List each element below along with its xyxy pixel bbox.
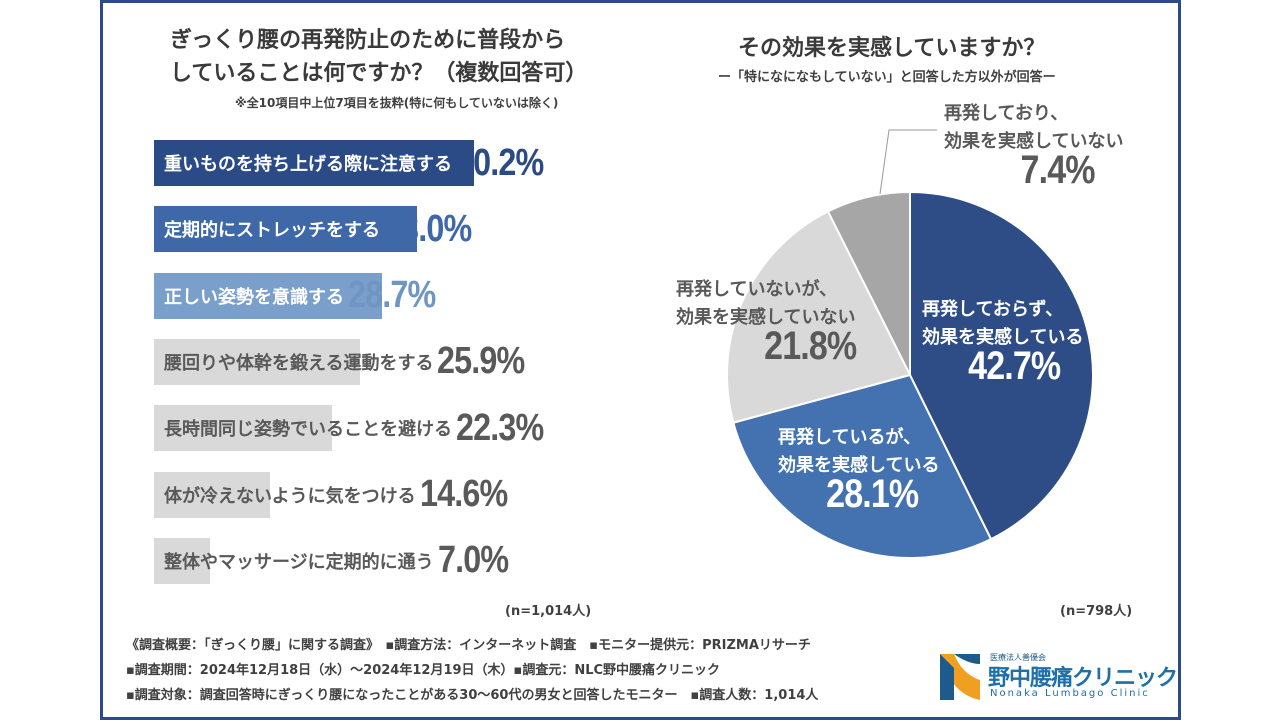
bar xyxy=(154,471,271,518)
bar-value-label: 28.7% xyxy=(348,274,436,317)
bar-value-label: 40.2% xyxy=(456,141,544,184)
bar-label: 長時間同じ姿勢でいることを避ける xyxy=(164,419,452,441)
bar-row: 整体やマッサージに定期的に通う 7.0% xyxy=(164,538,520,584)
bar-label: 正しい姿勢を意識する xyxy=(164,286,344,308)
bar xyxy=(154,537,210,584)
bar-value-label: 22.3% xyxy=(456,406,544,449)
bar-row: 長時間同じ姿勢でいることを避ける 22.3% xyxy=(164,405,559,451)
bar xyxy=(154,140,474,186)
bar-row: 正しい姿勢を意識する 28.7% xyxy=(164,273,451,319)
left-title-line2: していることは何ですか？（複数回答可） xyxy=(170,61,588,86)
left-chart-note: ※全10項目中上位7項目を抜粋(特に何もしていないは除く) xyxy=(235,96,559,110)
pie-slice-0 xyxy=(909,190,1094,541)
bar-value-label: 25.9% xyxy=(437,340,525,383)
bar-label: 整体やマッサージに定期的に通う xyxy=(164,551,434,573)
bar xyxy=(154,206,417,253)
left-chart-title: ぎっくり腰の再発防止のために普段から していることは何ですか？（複数回答可） xyxy=(170,24,587,90)
pie-pct-1: 28.1% xyxy=(826,472,919,516)
bar-row: 体が冷えないように気をつける 14.6% xyxy=(164,472,522,518)
bar-value-label: 7.0% xyxy=(437,539,509,582)
right-chart-title: その効果を実感していますか？ xyxy=(738,36,1046,61)
bar-value-label: 33.0% xyxy=(384,207,472,250)
bar-row: 定期的にストレッチをする 33.0% xyxy=(164,206,487,252)
pie-label-0: 再発しておらず、 効果を実感している 42.7% xyxy=(922,299,1084,388)
right-chart-subtitle: ー「特になになもしていない」と回答した方以外が回答ー xyxy=(718,70,1056,85)
clinic-logo: 医療法人善優会 野中腰痛クリニック Nonaka Lumbago Clinic xyxy=(940,652,1178,700)
pie-pct-0: 42.7% xyxy=(968,344,1061,388)
bar-label: 重いものを持ち上げる際に注意する xyxy=(164,154,452,175)
footer-line2: ▪調査期間：2024年12月18日（水）～2024年12月19日（木）▪調査元：… xyxy=(126,663,721,678)
left-sample-size: (n=1,014人) xyxy=(505,604,592,619)
pie-pct-3: 7.4% xyxy=(1020,148,1096,192)
bar-label: 体が冷えないように気をつける xyxy=(164,485,416,507)
leader-line xyxy=(879,129,937,195)
pie-slice-1 xyxy=(732,373,993,559)
right-sample-size: (n=798人) xyxy=(1060,604,1133,619)
footer-line3: ▪調査対象：調査回答時にぎっくり腰になったことがある30～60代の男女と回答した… xyxy=(126,688,819,703)
bar-label: 定期的にストレッチをする xyxy=(164,220,380,242)
pie-pct-2: 21.8% xyxy=(764,324,857,368)
bar-row: 重いものを持ち上げる際に注意する 40.2% xyxy=(164,140,559,186)
bar-label: 腰回りや体幹を鍛える運動をする xyxy=(164,352,434,374)
bar xyxy=(154,338,361,385)
left-title-line1: ぎっくり腰の再発防止のために普段から xyxy=(170,28,566,53)
bar xyxy=(154,272,383,319)
pie-label-2: 再発していないが、 効果を実感していない 21.8% xyxy=(676,279,857,368)
pie-slice-2 xyxy=(726,210,912,424)
logo-mark-icon xyxy=(940,654,980,700)
bar xyxy=(154,405,332,452)
bar-row: 腰回りや体幹を鍛える運動をする 25.9% xyxy=(164,339,540,385)
footer-line1: 《調査概要：「ぎっくり腰」に関する調査》 ▪調査方法：インターネット調査 ▪モニ… xyxy=(126,638,811,653)
bar-value-label: 14.6% xyxy=(419,473,508,515)
pie-label-3: 再発しており、 効果を実感していない 7.4% xyxy=(944,103,1124,192)
pie-label-1: 再発しているが、 効果を実感している 28.1% xyxy=(778,427,940,516)
